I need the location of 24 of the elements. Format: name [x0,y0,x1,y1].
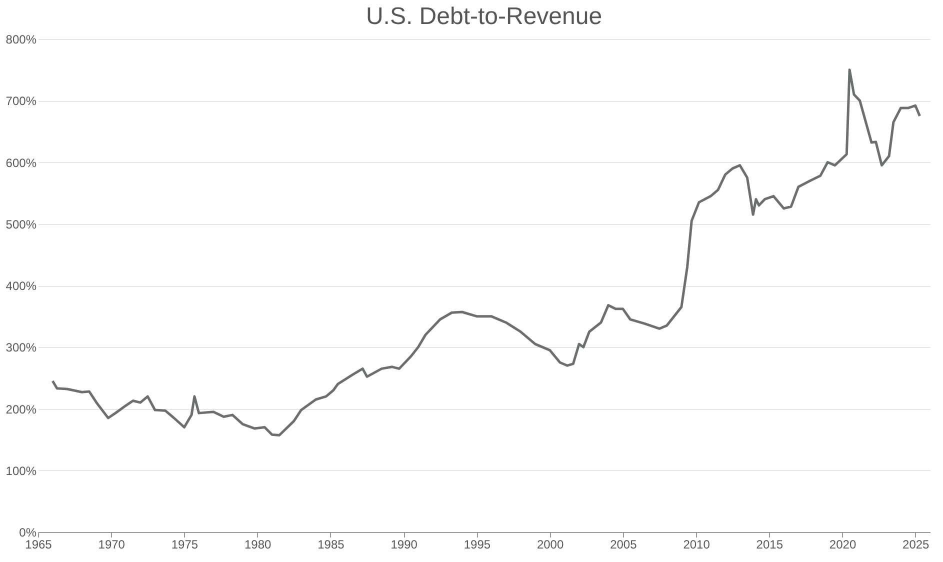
x-tick-label: 2010 [683,538,710,552]
y-tick-label: 400% [6,279,37,293]
x-tick-label: 1995 [464,538,491,552]
line-series [51,68,922,436]
x-tick-label: 1970 [98,538,126,552]
x-tick-label: 2025 [902,538,930,552]
x-tick-label: 1975 [171,538,198,552]
y-tick-label: 200% [6,402,37,416]
x-tick-label: 1980 [244,538,272,552]
x-tick-label: 1985 [318,538,345,552]
x-tick-label: 1990 [390,538,418,552]
y-tick-label: 700% [6,94,37,108]
y-tick-label: 0% [19,526,37,540]
y-tick-label: 600% [6,156,37,170]
y-tick-label: 300% [6,340,37,355]
x-tick-label: 2005 [610,538,638,552]
y-tick-label: 100% [6,464,37,478]
x-tick-label: 2015 [756,538,784,552]
chart-title: U.S. Debt-to-Revenue [366,3,602,30]
x-tick-label: 2020 [829,538,856,552]
y-tick-label: 500% [6,217,37,232]
y-tick-label: 800% [6,32,37,46]
x-tick-label: 1965 [25,538,52,552]
x-tick-label: 2000 [536,538,564,552]
